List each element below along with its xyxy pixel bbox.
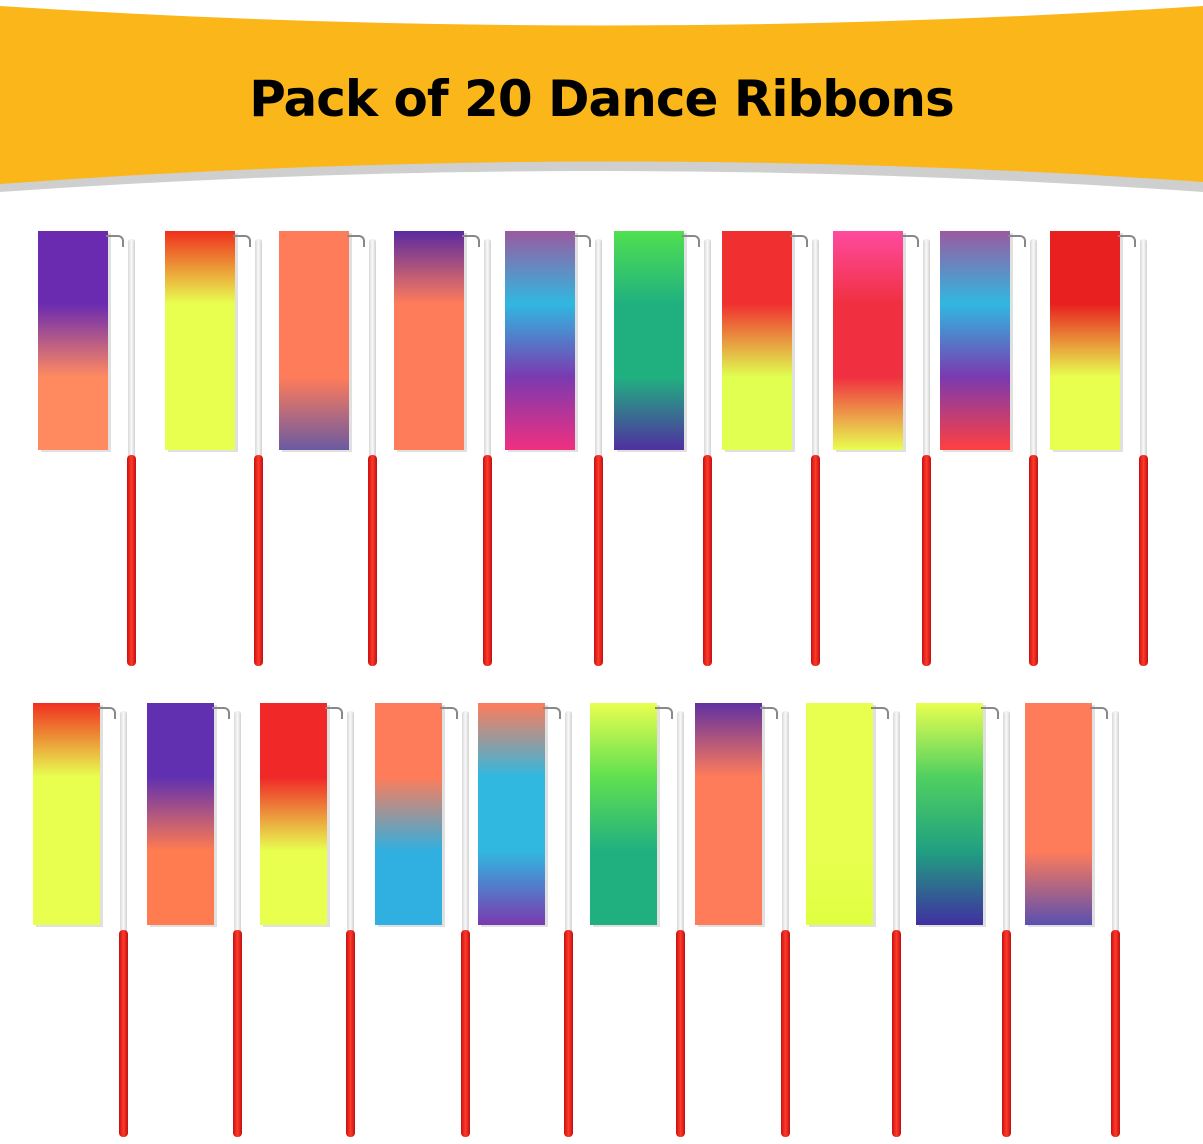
ribbon-clip: [462, 235, 480, 247]
ribbon-stick: [347, 711, 354, 934]
ribbon: [147, 703, 214, 925]
ribbon-clip: [1118, 235, 1136, 247]
ribbon: [165, 231, 235, 450]
ribbon: [33, 703, 100, 925]
ribbon: [38, 231, 108, 450]
ribbon-stick: [1030, 239, 1037, 459]
ribbon-clip: [790, 235, 808, 247]
ribbon-clip: [901, 235, 919, 247]
ribbon-stick: [677, 711, 684, 934]
title-banner: [0, 6, 1203, 192]
ribbon-clip: [573, 235, 591, 247]
ribbon: [722, 231, 792, 450]
ribbon: [806, 703, 873, 925]
ribbon-stick: [923, 239, 930, 459]
ribbon-stick: [128, 239, 135, 459]
ribbon-clip: [1090, 707, 1108, 719]
ribbon-handle: [1029, 455, 1038, 666]
ribbon-stick: [255, 239, 262, 459]
ribbon-clip: [871, 707, 889, 719]
ribbon-clip: [1008, 235, 1026, 247]
ribbon: [695, 703, 762, 925]
ribbon-handle: [461, 930, 470, 1137]
ribbon-handle: [127, 455, 136, 666]
ribbon-handle: [564, 930, 573, 1137]
ribbon-clip: [655, 707, 673, 719]
ribbon-stick: [893, 711, 900, 934]
ribbon-clip: [98, 707, 116, 719]
ribbon-handle: [594, 455, 603, 666]
ribbon-clip: [543, 707, 561, 719]
ribbon-stick: [369, 239, 376, 459]
ribbon: [940, 231, 1010, 450]
ribbon-handle: [892, 930, 901, 1137]
ribbon-handle: [233, 930, 242, 1137]
ribbon-handle: [346, 930, 355, 1137]
ribbon-handle: [368, 455, 377, 666]
ribbon-stick: [1003, 711, 1010, 934]
ribbon-handle: [119, 930, 128, 1137]
ribbon-handle: [483, 455, 492, 666]
ribbon: [375, 703, 442, 925]
ribbon: [1050, 231, 1120, 450]
ribbon-handle: [1139, 455, 1148, 666]
ribbon-stick: [812, 239, 819, 459]
ribbon: [833, 231, 903, 450]
ribbon-handle: [922, 455, 931, 666]
ribbon: [590, 703, 657, 925]
ribbon-stick: [1112, 711, 1119, 934]
ribbon-clip: [760, 707, 778, 719]
ribbon: [1025, 703, 1092, 925]
banner-title: Pack of 20 Dance Ribbons: [249, 70, 955, 128]
ribbon-stick: [704, 239, 711, 459]
ribbon-clip: [106, 235, 124, 247]
ribbon: [614, 231, 684, 450]
ribbon-handle: [811, 455, 820, 666]
ribbon: [916, 703, 983, 925]
ribbon-clip: [325, 707, 343, 719]
ribbon-handle: [781, 930, 790, 1137]
ribbon-clip: [440, 707, 458, 719]
ribbon-handle: [1002, 930, 1011, 1137]
ribbon-stick: [565, 711, 572, 934]
ribbon: [505, 231, 575, 450]
ribbon-stick: [234, 711, 241, 934]
ribbon-clip: [233, 235, 251, 247]
ribbon-handle: [703, 455, 712, 666]
ribbon-stick: [484, 239, 491, 459]
ribbon-clip: [682, 235, 700, 247]
ribbon-handle: [254, 455, 263, 666]
ribbon: [394, 231, 464, 450]
ribbon-stick: [782, 711, 789, 934]
ribbon-stick: [462, 711, 469, 934]
ribbon-clip: [981, 707, 999, 719]
ribbon-handle: [1111, 930, 1120, 1137]
ribbon-stick: [120, 711, 127, 934]
ribbon-clip: [347, 235, 365, 247]
ribbon-clip: [212, 707, 230, 719]
ribbon: [478, 703, 545, 925]
ribbon-handle: [676, 930, 685, 1137]
ribbon: [279, 231, 349, 450]
ribbon: [260, 703, 327, 925]
ribbon-stick: [1140, 239, 1147, 459]
ribbon-stick: [595, 239, 602, 459]
